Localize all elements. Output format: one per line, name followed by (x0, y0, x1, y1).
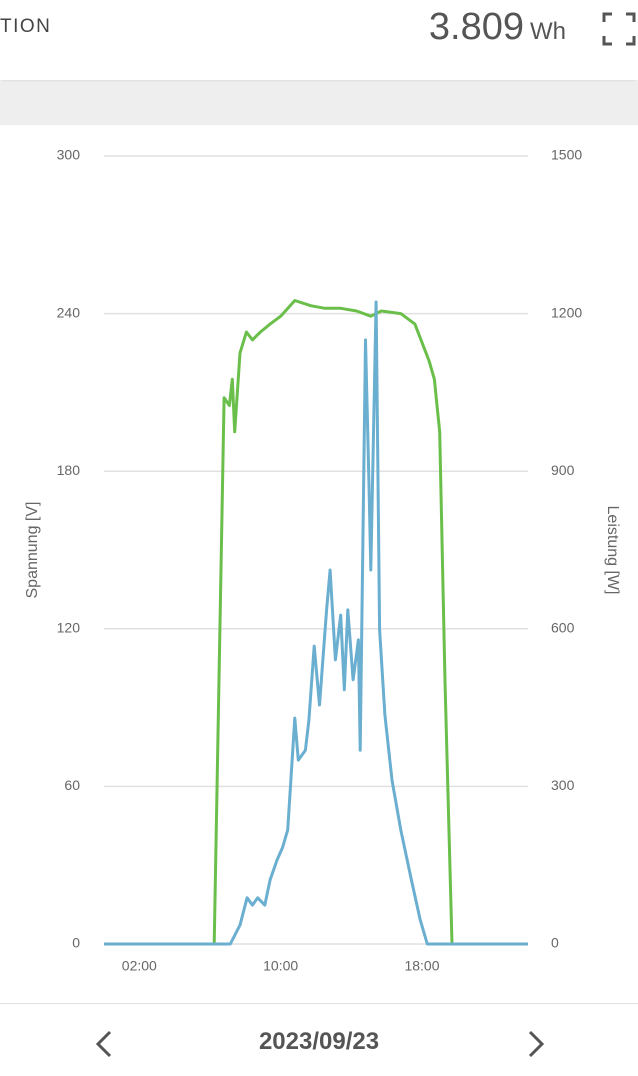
date-label: 2023/09/23 (258, 1028, 380, 1055)
x-tick-label: 18:00 (404, 958, 439, 974)
y2-tick-label: 1200 (551, 304, 582, 320)
header: TION 3.809 Wh (0, 0, 638, 80)
y-tick-label: 120 (57, 620, 81, 636)
energy-value: 3.809 (428, 6, 524, 48)
previous-day[interactable] (90, 1028, 118, 1060)
header-title: TION (0, 16, 52, 37)
x-tick-label: 02:00 (122, 958, 157, 974)
next-day[interactable] (522, 1028, 550, 1060)
y2-axis-label: Leistung [W] (604, 506, 621, 595)
y-tick-label: 300 (57, 147, 81, 163)
toolbar-band (0, 82, 638, 125)
y2-tick-label: 900 (551, 462, 575, 478)
series-line (104, 299, 528, 946)
energy-total: 3.809 Wh (429, 6, 566, 49)
fullscreen-button[interactable] (602, 12, 636, 46)
y2-tick-label: 0 (551, 935, 559, 951)
y-axis-label: Spannung [V] (24, 502, 41, 599)
y2-tick-label: 300 (551, 777, 575, 793)
footer: 2023/09/23 (0, 1003, 638, 1076)
energy-unit: Wh (530, 18, 566, 45)
y-tick-label: 60 (64, 777, 80, 793)
chart: 0 60 120 180 240 300 0 300 600 900 1200 1500 02:00 10… (24, 147, 621, 974)
x-tick-label: 10:00 (263, 958, 298, 974)
y2-tick-label: 600 (551, 620, 575, 636)
y-tick-label: 0 (72, 935, 80, 951)
y2-tick-label: 1500 (551, 147, 582, 163)
y-tick-label: 240 (57, 304, 81, 320)
y-tick-label: 180 (57, 462, 81, 478)
series-line (104, 300, 528, 946)
